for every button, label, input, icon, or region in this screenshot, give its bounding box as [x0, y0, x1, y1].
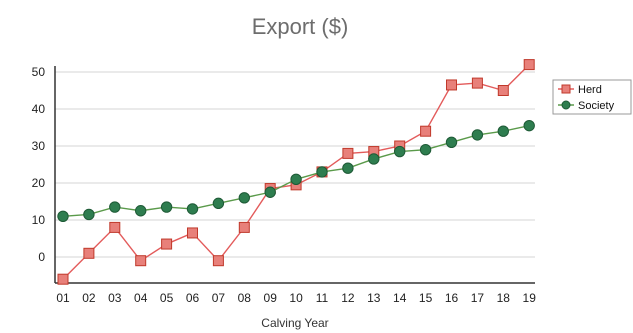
data-point	[446, 79, 457, 91]
legend-society-marker	[561, 100, 571, 110]
data-point	[445, 136, 458, 149]
y-tick-label: 40	[32, 102, 46, 116]
legend-society-label: Society	[578, 100, 615, 112]
x-tick-label: 04	[134, 291, 148, 305]
data-point	[394, 145, 406, 158]
data-point	[135, 255, 147, 267]
data-point	[497, 85, 509, 96]
x-tick-label: 03	[108, 291, 122, 305]
data-point	[523, 59, 535, 71]
data-point	[420, 125, 432, 137]
x-tick-label: 11	[316, 291, 329, 305]
x-tick-label: 12	[341, 291, 355, 305]
y-tick-labels: 0 10 20 30 40 50	[32, 65, 46, 264]
y-tick-label: 30	[32, 139, 46, 153]
data-point	[212, 255, 224, 267]
data-point	[497, 125, 509, 137]
data-point	[135, 205, 147, 217]
x-axis-label: Calving Year	[261, 316, 328, 330]
y-tick-label: 10	[32, 213, 46, 227]
legend-herd-marker	[561, 84, 571, 94]
x-tick-label: 02	[82, 291, 96, 305]
data-point	[238, 221, 250, 233]
x-tick-label: 16	[445, 291, 459, 305]
data-point	[160, 201, 173, 213]
data-point	[238, 192, 251, 204]
x-tick-label: 06	[186, 291, 200, 305]
data-point	[212, 197, 225, 210]
x-tick-label: 13	[367, 291, 381, 305]
x-tick-label: 07	[212, 291, 226, 305]
data-point	[342, 162, 354, 174]
legend: Herd Society	[552, 79, 632, 115]
series	[57, 59, 535, 285]
data-point	[316, 166, 328, 178]
axes	[54, 66, 535, 284]
chart-title: Export ($)	[252, 14, 349, 39]
data-point	[523, 119, 535, 132]
data-point	[264, 186, 276, 198]
data-point	[83, 208, 95, 221]
data-point	[83, 247, 95, 259]
x-tick-label: 17	[471, 291, 485, 305]
series-line	[62, 64, 530, 280]
data-point	[419, 144, 432, 156]
data-point	[368, 153, 380, 165]
data-point	[109, 201, 121, 213]
data-point	[161, 238, 173, 250]
data-point	[109, 221, 121, 233]
data-point	[57, 273, 69, 285]
data-point	[342, 147, 354, 159]
series-line	[62, 124, 530, 217]
x-tick-label: 10	[289, 291, 303, 305]
data-point	[186, 203, 199, 215]
series-society	[57, 119, 535, 223]
data-point	[471, 129, 484, 141]
x-tick-label: 05	[160, 291, 174, 305]
x-tick-labels: 01 02 03 04 05 06 07 08 09 10 11 12 13 14 15 16 17 18 19	[56, 291, 536, 305]
data-point	[57, 210, 69, 223]
legend-herd-label: Herd	[578, 84, 602, 96]
data-point	[187, 227, 198, 239]
x-tick-label: 08	[238, 291, 252, 305]
y-tick-label: 0	[38, 250, 45, 264]
x-tick-label: 01	[56, 291, 70, 305]
data-point	[290, 173, 302, 186]
x-tick-label: 09	[264, 291, 278, 305]
gridlines	[55, 71, 535, 258]
x-tick-label: 15	[419, 291, 433, 305]
x-tick-label: 14	[393, 291, 407, 305]
x-tick-label: 19	[523, 291, 537, 305]
y-tick-label: 20	[32, 176, 46, 190]
y-tick-label: 50	[32, 65, 46, 79]
x-tick-label: 18	[497, 291, 511, 305]
data-point	[471, 77, 483, 89]
series-herd	[57, 59, 535, 285]
